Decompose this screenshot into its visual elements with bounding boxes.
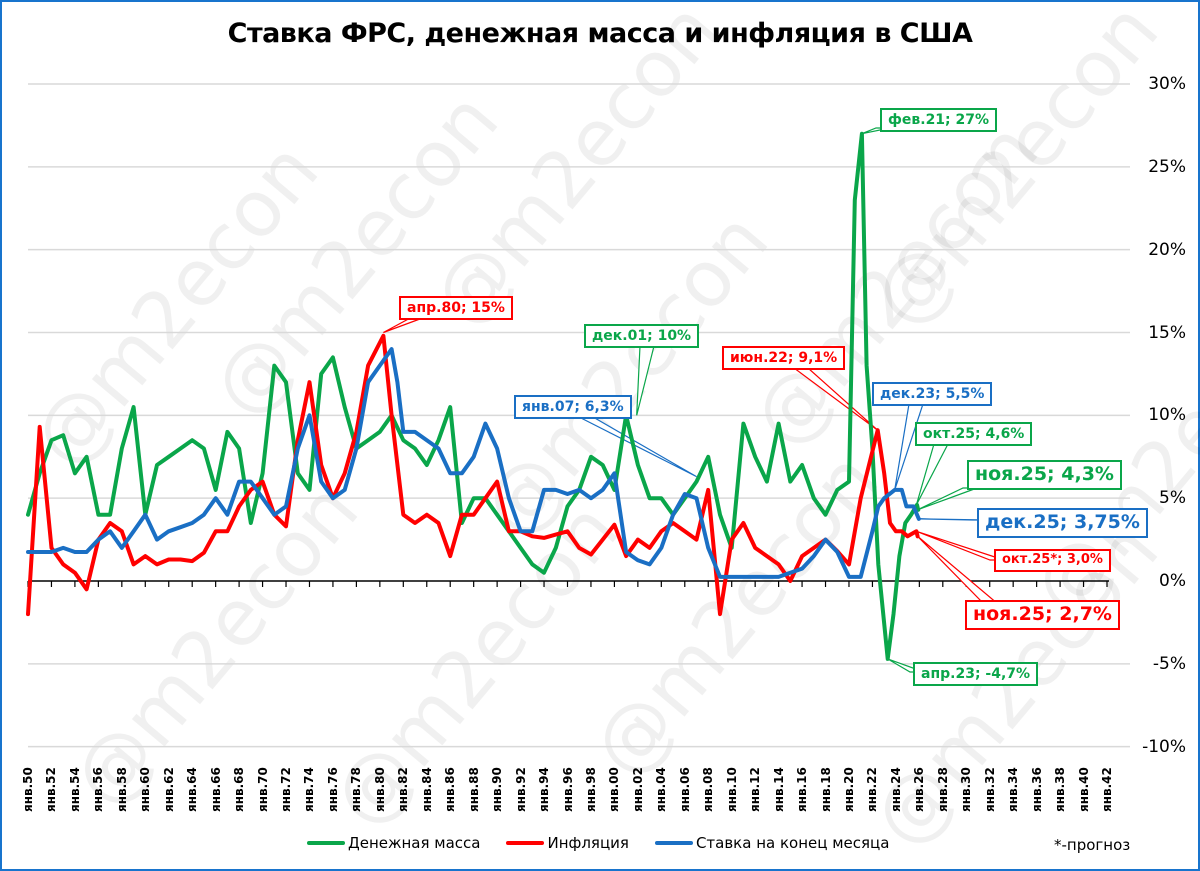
annotation-nov25-cpi: ноя.25; 2,7% <box>965 600 1120 630</box>
x-tick-label: янв.28 <box>935 767 950 812</box>
x-axis <box>27 580 1109 587</box>
x-tick-label: янв.26 <box>912 767 927 812</box>
x-tick-label: янв.18 <box>818 767 833 812</box>
x-tick-label: янв.56 <box>91 767 106 812</box>
x-tick-label: янв.06 <box>677 767 692 812</box>
annotation-apr80: апр.80; 15% <box>399 296 513 321</box>
x-tick-label: янв.12 <box>748 767 763 812</box>
x-tick-label: янв.20 <box>841 767 856 812</box>
annotation-jan07: янв.07; 6,3% <box>514 395 632 420</box>
legend: Денежная масса Инфляция Ставка на конец … <box>307 834 889 852</box>
series-lines <box>26 131 921 661</box>
annotation-dec23: дек.23; 5,5% <box>872 382 993 407</box>
x-tick-label: янв.82 <box>396 767 411 812</box>
y-tick-label: -5% <box>1152 653 1186 674</box>
annotation-jun22: июн.22; 9,1% <box>722 346 846 371</box>
annotation-apr23: апр.23; -4,7% <box>913 662 1039 687</box>
x-tick-label: янв.80 <box>372 767 387 812</box>
annotation-oct25-cpi: окт.25*; 3,0% <box>994 549 1111 572</box>
x-tick-label: янв.38 <box>1053 767 1068 812</box>
y-tick-label: 20% <box>1148 239 1186 260</box>
x-tick-label: янв.22 <box>865 767 880 812</box>
x-tick-label: янв.66 <box>208 767 223 812</box>
y-tick-label: 25% <box>1148 156 1186 177</box>
x-tick-label: янв.24 <box>888 767 903 812</box>
x-tick-label: янв.08 <box>701 767 716 812</box>
x-tick-label: янв.02 <box>630 767 645 812</box>
x-tick-label: янв.92 <box>513 767 528 812</box>
annotation-oct25-m2: окт.25; 4,6% <box>915 422 1033 447</box>
x-tick-label: янв.74 <box>302 767 317 812</box>
forecast-footnote: *-прогноз <box>1054 836 1131 854</box>
x-tick-label: янв.54 <box>67 767 82 812</box>
x-tick-label: янв.90 <box>490 767 505 812</box>
x-tick-label: янв.10 <box>724 767 739 812</box>
x-tick-label: янв.58 <box>114 767 129 812</box>
x-tick-label: янв.34 <box>1006 767 1021 812</box>
legend-swatch-red <box>506 841 545 845</box>
x-tick-label: янв.68 <box>232 767 247 812</box>
y-tick-label: 30% <box>1148 74 1186 94</box>
annotation-leaders <box>383 127 1005 673</box>
x-tick-label: янв.14 <box>771 767 786 812</box>
x-tick-label: янв.78 <box>349 767 364 812</box>
x-tick-label: янв.52 <box>44 767 59 812</box>
x-tick-label: янв.40 <box>1076 767 1091 812</box>
x-tick-label: янв.64 <box>185 767 200 812</box>
x-tick-label: янв.70 <box>255 767 270 812</box>
x-tick-label: янв.96 <box>560 767 575 812</box>
x-tick-label: янв.00 <box>607 767 622 812</box>
legend-item-money-supply: Денежная масса <box>307 834 480 852</box>
legend-label: Инфляция <box>547 834 629 852</box>
x-tick-label: янв.76 <box>325 767 340 812</box>
annotation-dec01: дек.01; 10% <box>584 324 700 349</box>
legend-item-inflation: Инфляция <box>506 834 629 852</box>
y-tick-label: 10% <box>1148 405 1186 426</box>
legend-item-fed-rate: Ставка на конец месяца <box>654 834 890 852</box>
x-tick-label: янв.60 <box>138 767 153 812</box>
chart-title: Ставка ФРС, денежная масса и инфляция в … <box>227 18 973 49</box>
x-tick-label: янв.86 <box>443 767 458 812</box>
y-tick-label: 5% <box>1159 488 1186 509</box>
x-tick-label: янв.72 <box>279 767 294 812</box>
x-tick-label: янв.84 <box>419 767 434 812</box>
y-tick-label: 0% <box>1159 571 1186 591</box>
legend-label: Ставка на конец месяца <box>695 834 890 852</box>
x-tick-label: янв.16 <box>795 767 810 812</box>
x-tick-label: янв.50 <box>21 767 35 812</box>
annotation-nov25-m2: ноя.25; 4,3% <box>967 460 1122 490</box>
legend-label: Денежная масса <box>348 834 481 852</box>
x-tick-label: янв.36 <box>1029 767 1044 812</box>
x-tick-label: янв.32 <box>982 767 997 812</box>
legend-swatch-blue <box>654 841 693 845</box>
x-tick-label: янв.42 <box>1100 767 1114 812</box>
x-tick-label: янв.04 <box>654 767 669 812</box>
annotation-feb21: фев.21; 27% <box>880 108 998 133</box>
legend-swatch-green <box>307 841 345 845</box>
x-tick-label: янв.88 <box>466 767 481 812</box>
x-tick-label: янв.62 <box>161 767 176 812</box>
x-tick-label: янв.94 <box>537 767 552 812</box>
y-tick-label: -10% <box>1142 736 1186 757</box>
y-tick-label: 15% <box>1148 322 1186 343</box>
annotation-dec25-rate: дек.25; 3,75% <box>977 508 1148 538</box>
x-tick-label: янв.30 <box>959 767 974 812</box>
x-tick-label: янв.98 <box>583 767 598 812</box>
